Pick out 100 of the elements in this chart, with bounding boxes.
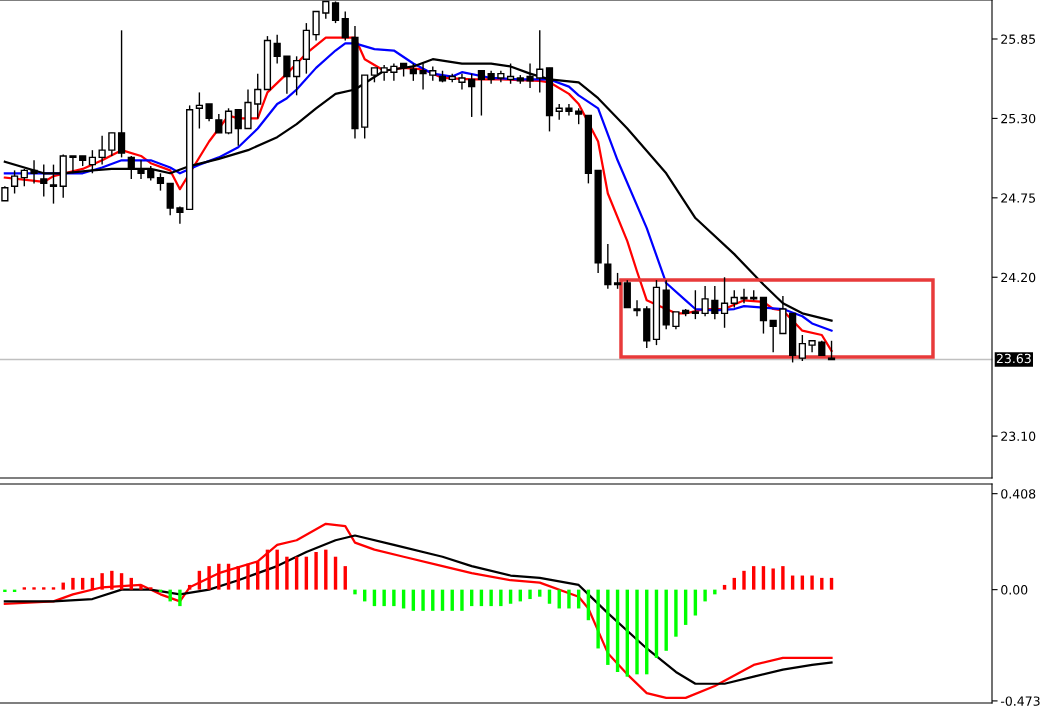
candlestick <box>40 163 48 198</box>
bar <box>42 587 46 590</box>
bar <box>674 589 678 637</box>
bar <box>90 577 95 590</box>
bar <box>178 589 182 607</box>
bar <box>275 549 279 590</box>
bar <box>810 575 814 590</box>
candlestick <box>565 103 573 117</box>
bar <box>168 589 172 602</box>
bar <box>285 556 289 590</box>
bar <box>353 589 357 595</box>
bar <box>324 549 328 590</box>
bar <box>460 589 464 611</box>
candlestick <box>604 243 612 290</box>
y-tick-label: 0.00 <box>1001 585 1028 595</box>
candlestick <box>137 159 145 180</box>
y-tick-label: -0.473 <box>1000 696 1040 706</box>
candlestick <box>633 299 641 317</box>
bar <box>732 577 736 590</box>
bar <box>256 561 260 590</box>
bar <box>3 589 7 592</box>
bar <box>392 589 396 607</box>
bar <box>343 566 347 590</box>
bar <box>771 568 775 590</box>
candlestick <box>526 62 534 89</box>
bar <box>51 587 56 590</box>
candlestick <box>117 29 126 159</box>
y-tick-label: 25.85 <box>1001 34 1036 44</box>
candlestick <box>691 289 699 320</box>
candlestick <box>234 109 242 147</box>
candlestick <box>827 340 836 361</box>
bar <box>489 589 493 607</box>
candlestick <box>293 55 301 96</box>
bar <box>722 584 727 590</box>
bar <box>139 584 143 590</box>
candlestick <box>30 159 38 185</box>
bar <box>781 566 785 590</box>
bar <box>71 577 75 590</box>
bar <box>742 570 746 590</box>
candlestick <box>49 163 58 205</box>
bar <box>110 570 114 590</box>
bar <box>820 577 824 590</box>
candlestick <box>419 62 427 91</box>
bar <box>149 587 153 590</box>
candlestick <box>273 33 281 65</box>
candlestick <box>176 205 184 225</box>
bar <box>246 563 250 590</box>
candlestick <box>312 10 320 42</box>
bar <box>635 589 639 675</box>
bar <box>119 573 124 590</box>
bar <box>382 589 386 607</box>
bar <box>22 587 27 590</box>
bar <box>129 577 133 590</box>
candlestick <box>720 276 729 329</box>
candlestick <box>759 296 768 335</box>
y-tick-label: 23.10 <box>1001 431 1036 442</box>
candlestick <box>380 64 388 82</box>
bar <box>421 589 425 611</box>
bar <box>713 589 717 595</box>
bar <box>499 589 503 607</box>
candlestick <box>477 70 486 117</box>
bar <box>32 587 36 590</box>
bar <box>596 589 600 649</box>
candlestick <box>98 135 106 166</box>
bar <box>528 589 532 600</box>
bar <box>236 566 240 590</box>
candlestick <box>341 10 349 42</box>
candlestick <box>10 169 19 195</box>
y-tick-label: 24.20 <box>1001 272 1036 283</box>
bar <box>207 566 211 590</box>
candlestick <box>506 62 515 85</box>
candlestick <box>108 132 116 157</box>
bar <box>606 589 610 665</box>
ref-line-label: 23.63 <box>996 353 1031 364</box>
candlestick <box>127 155 135 180</box>
bar <box>217 563 221 590</box>
bar <box>100 573 104 590</box>
candlestick <box>798 334 806 362</box>
candlestick <box>458 72 466 91</box>
bar <box>567 589 571 609</box>
candlestick <box>711 285 719 320</box>
candlestick <box>701 285 709 317</box>
bar <box>752 566 756 590</box>
y-tick-label: 0.408 <box>1001 489 1036 499</box>
y-tick-label: 24.75 <box>1001 193 1036 203</box>
bar <box>664 589 668 651</box>
candlestick <box>224 107 233 135</box>
bar <box>187 584 192 590</box>
candlestick <box>283 55 291 95</box>
candlestick <box>195 91 203 130</box>
bar <box>703 589 707 602</box>
candlestick <box>468 72 476 118</box>
bar <box>314 552 318 590</box>
candlestick <box>254 72 262 120</box>
bar <box>829 577 834 590</box>
y-tick-label: 25.30 <box>1001 113 1036 124</box>
candlestick <box>215 113 223 134</box>
candlestick <box>69 155 77 174</box>
candlestick <box>769 319 777 354</box>
candlestick <box>88 149 97 174</box>
